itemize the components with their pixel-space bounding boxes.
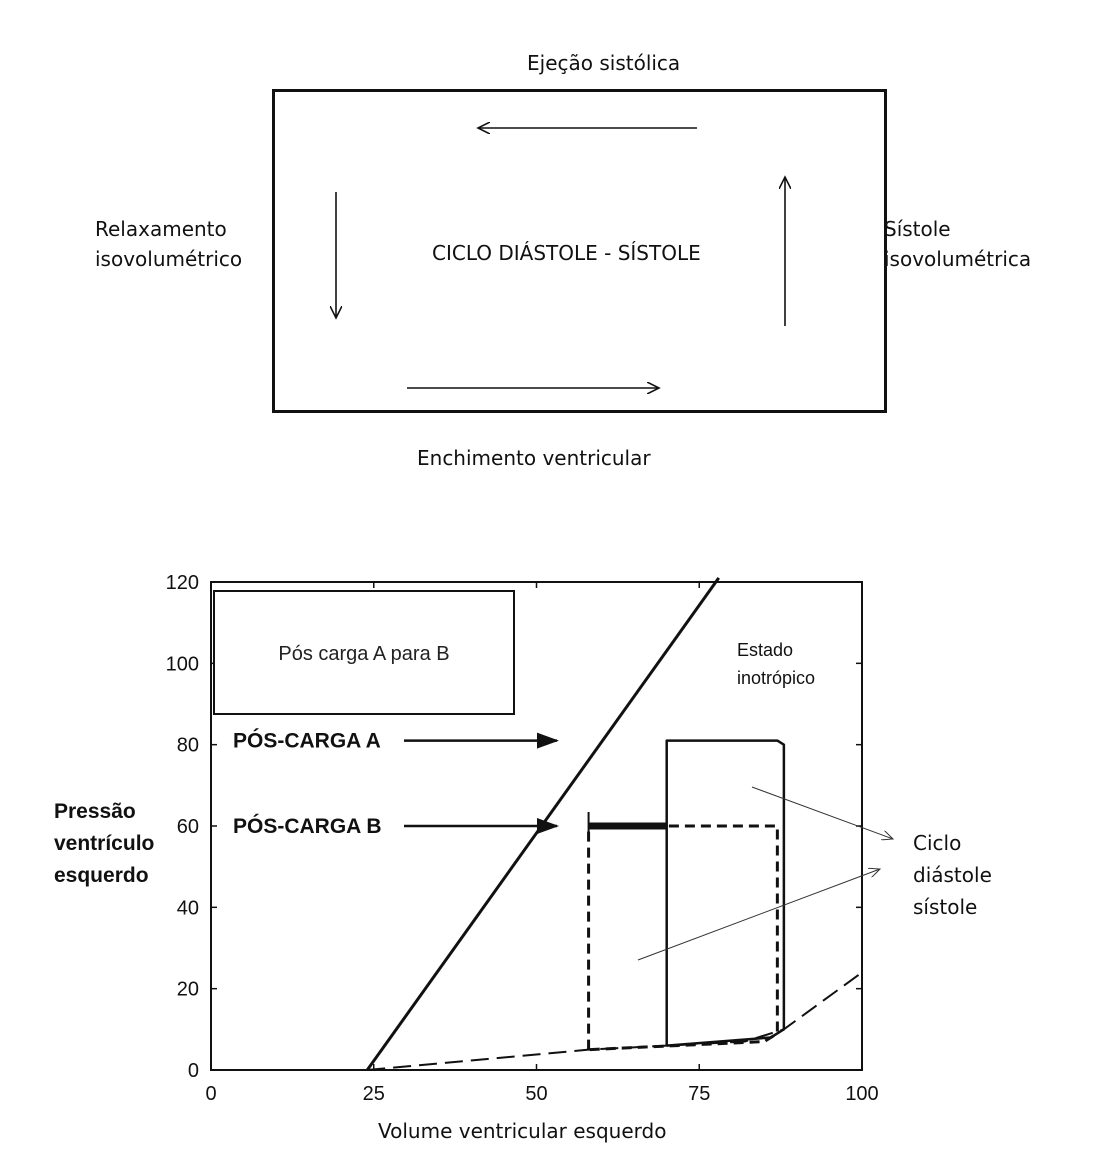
loop-afterload-b [587,824,779,1052]
afterload-a-label: PÓS-CARGA A [233,729,381,753]
y-tick-label: 100 [166,653,199,675]
inotropic-label-line2: inotrópico [737,668,815,688]
relaxation-label-line2: isovolumétrico [95,247,243,271]
ylabel-line3: esquerdo [54,864,149,887]
systole-label-line1: Sístole [884,217,951,241]
cycle-arrows [0,0,1108,480]
systole-label-line2: isovolumétrica [884,247,1032,271]
ylabel-line1: Pressão [54,800,136,823]
cycle-pointer-b [637,869,880,961]
y-tick-label: 0 [188,1060,199,1082]
cycle-box [272,89,887,413]
cycle-label-line2: diástole [913,863,992,887]
afterload-b-label: PÓS-CARGA B [233,814,382,838]
inset-box [213,590,515,715]
cycle-pointer-a [751,786,893,839]
y-tick-label: 20 [177,979,199,1001]
x-tick-label: 100 [845,1083,878,1105]
x-tick-label: 25 [363,1083,385,1105]
y-tick-label: 80 [177,735,199,757]
filling-label: Enchimento ventricular [417,446,651,470]
cycle-label-line1: Ciclo [913,831,962,855]
inset-label: Pós carga A para B [278,643,449,665]
loop-afterload-a [665,739,786,1047]
cycle-center-label: CICLO DIÁSTOLE - SÍSTOLE [432,241,701,265]
inotropic-label-line1: Estado [737,640,793,660]
ylabel-line2: ventrículo [54,832,155,855]
ejection-label: Ejeção sistólica [527,51,681,75]
x-tick-label: 50 [525,1083,547,1105]
diastolic-pressure-curve [367,971,863,1071]
y-tick-label: 60 [177,816,199,838]
pv-loop-chart: 0 25 50 75 100 0 20 40 60 80 100 120 Pós carga A par… [166,572,1108,1105]
xlabel: Volume ventricular esquerdo [378,1119,667,1143]
x-tick-label: 0 [205,1083,216,1105]
y-tick-label: 120 [166,572,199,594]
relaxation-label-line1: Relaxamento [95,217,227,241]
y-tick-label: 40 [177,897,199,919]
x-tick-label: 75 [688,1083,710,1105]
cycle-label-line3: sístole [913,895,978,919]
